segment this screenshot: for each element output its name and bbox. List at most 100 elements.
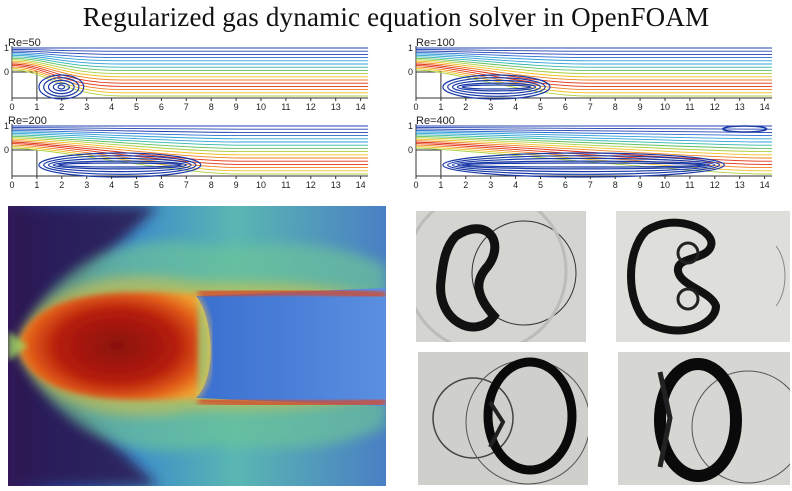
streamline [11,138,369,156]
x-tick-label: 7 [588,180,593,190]
x-tick-label: 4 [109,102,114,112]
x-tick-label: 14 [760,180,770,190]
recirculation-streamline [456,82,537,92]
streamline [415,50,773,55]
x-tick-label: 9 [234,102,239,112]
streamline-panel-re50: Re=50 0 1 2 3 4 5 6 7 8 9 10 11 12 13 14 1 0 [4,36,384,116]
streamline [415,62,773,81]
recirculation-streamline [43,155,197,175]
streamline [415,138,773,156]
recirculation-streamline [442,152,725,178]
x-tick-label: 11 [685,102,694,112]
x-tick-label: 5 [538,180,543,190]
x-tick-label: 2 [59,102,64,112]
x-tick-label: 8 [209,180,214,190]
x-tick-label: 5 [538,102,543,112]
x-tick-label: 12 [306,180,316,190]
x-tick-label: 1 [438,102,443,112]
x-tick-label: 1 [34,102,39,112]
schlieren-image-3 [418,352,588,485]
x-tick-label: 8 [209,102,214,112]
streamline [415,127,773,130]
streamline [415,140,773,159]
streamline [415,54,773,65]
x-tick-label: 8 [613,180,618,190]
streamline [11,144,369,169]
x-tick-label: 2 [463,102,468,112]
x-tick-label: 3 [488,102,493,112]
x-tick-label: 13 [735,180,745,190]
streamline [11,68,369,94]
streamline [415,65,773,87]
streamline [11,135,369,149]
panel-label: Re=400 [416,115,455,127]
recirculation-streamline [43,77,80,97]
streamline [11,53,369,62]
x-tick-label: 10 [256,180,266,190]
x-tick-label: 0 [9,102,14,112]
x-tick-label: 0 [9,180,14,190]
x-tick-label: 4 [513,102,518,112]
recirculation-streamline [451,157,716,173]
y-tick-label: 0 [408,67,413,77]
x-tick-label: 9 [638,180,643,190]
streamline [415,146,773,172]
x-tick-label: 5 [134,102,139,112]
recirculation-streamline [52,82,70,92]
streamline [415,128,773,133]
x-tick-label: 11 [281,180,290,190]
jet-field-image [8,206,387,486]
x-tick-label: 0 [413,180,418,190]
x-tick-label: 4 [513,180,518,190]
streamline [415,135,773,149]
x-tick-label: 14 [356,180,366,190]
streamline [11,128,369,133]
streamline [11,129,369,137]
x-tick-label: 0 [413,102,418,112]
x-tick-label: 7 [184,102,189,112]
streamline [11,146,369,172]
recirculation-streamline [451,79,541,95]
schlieren-image-4 [618,352,790,485]
y-tick-label: 0 [4,145,9,155]
x-tick-label: 13 [331,180,341,190]
y-tick-label: 1 [4,43,9,53]
x-tick-label: 8 [613,102,618,112]
streamline [11,51,369,59]
y-tick-label: 1 [408,121,413,131]
recirculation-streamline [52,160,187,170]
x-tick-label: 3 [84,180,89,190]
y-tick-label: 0 [408,145,413,155]
x-tick-label: 13 [735,102,745,112]
streamline [11,131,369,140]
streamline [415,53,773,62]
recirculation-streamline [447,155,721,175]
x-tick-label: 10 [660,180,670,190]
streamline [415,131,773,140]
streamline [11,50,369,55]
streamline-panel-re400: Re=400 0 1 2 3 4 5 6 7 8 9 10 11 12 13 14 1 0 [408,114,788,194]
recirculation-streamline [461,162,706,168]
panel-label: Re=200 [8,115,47,127]
streamline [11,66,369,91]
streamline [415,51,773,59]
recirculation-streamline [447,77,546,97]
streamline [11,60,369,78]
x-tick-label: 12 [306,102,316,112]
step-wall [11,71,38,99]
x-tick-label: 7 [184,180,189,190]
y-tick-label: 1 [4,121,9,131]
streamline [415,68,773,94]
streamline [415,134,773,146]
streamline-panel-re200: Re=200 0 1 2 3 4 5 6 7 8 9 10 11 12 13 14 1 0 [4,114,384,194]
streamline-panel-re100: Re=100 0 1 2 3 4 5 6 7 8 9 10 11 12 13 14 1 0 [408,36,788,116]
streamline [415,66,773,91]
step-wall [415,149,442,177]
x-tick-label: 13 [331,102,341,112]
panel-label: Re=50 [8,37,41,49]
streamline [415,144,773,169]
streamline [11,57,369,71]
x-tick-label: 3 [488,180,493,190]
